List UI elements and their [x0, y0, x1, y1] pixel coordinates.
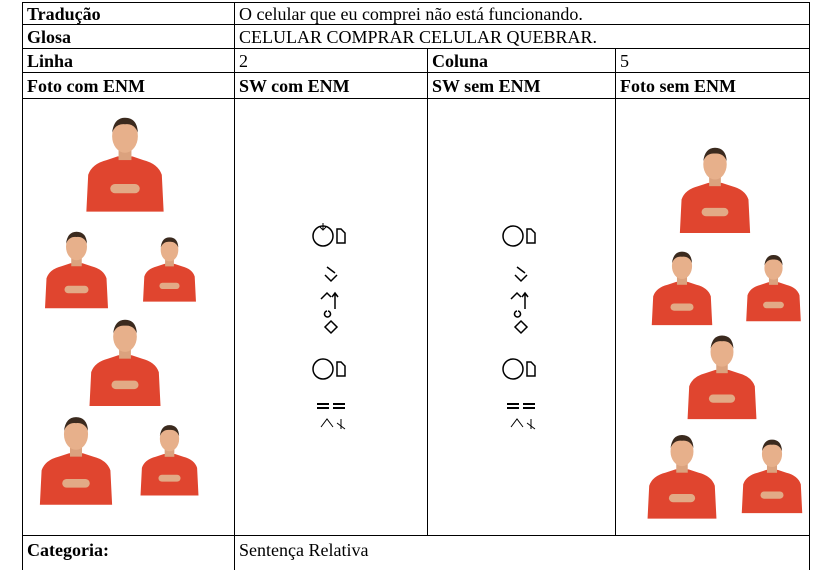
value: O celular que eu comprei não está funcio…: [235, 3, 810, 25]
header: SW sem ENM: [428, 73, 616, 99]
label: Glosa: [23, 25, 235, 49]
signwriting: [235, 99, 428, 535]
label: Linha: [23, 49, 235, 73]
label: Categoria:: [23, 536, 235, 570]
label: Coluna: [428, 49, 616, 73]
photos: [23, 99, 235, 535]
label: Tradução: [23, 3, 235, 25]
photo-cell: [23, 99, 235, 536]
value: 5: [616, 49, 810, 73]
table: Tradução O celular que eu comprei não es…: [22, 2, 810, 570]
value: 2: [235, 49, 428, 73]
photo-cell: [616, 99, 810, 536]
header: Foto sem ENM: [616, 73, 810, 99]
table-wrap: Tradução O celular que eu comprei não es…: [22, 2, 810, 570]
value: CELULAR COMPRAR CELULAR QUEBRAR.: [235, 25, 810, 49]
signwriting-cell: [235, 99, 428, 536]
header: SW com ENM: [235, 73, 428, 99]
photos: [616, 99, 810, 535]
signwriting-cell: [428, 99, 616, 536]
header: Foto com ENM: [23, 73, 235, 99]
signwriting: [428, 99, 616, 535]
value: Sentença Relativa: [235, 536, 810, 570]
